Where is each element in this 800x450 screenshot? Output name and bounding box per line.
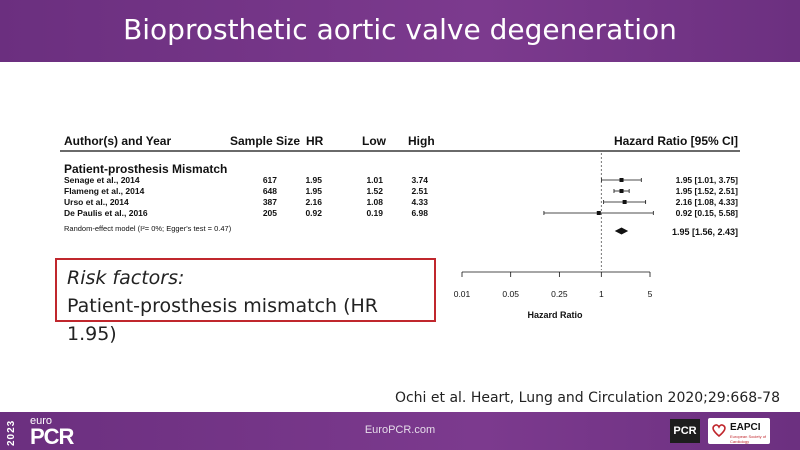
pcr-logo: PCR	[670, 419, 700, 443]
point-estimate	[619, 178, 624, 182]
col-sample: Sample Size	[230, 134, 300, 148]
row-author: Flameng et al., 2014	[64, 186, 145, 196]
row-high: 3.74	[411, 175, 428, 185]
eapci-label: EAPCI	[730, 422, 761, 433]
row-hr: 0.92	[305, 208, 322, 218]
row-low: 0.19	[366, 208, 383, 218]
row-low: 1.08	[366, 197, 383, 207]
row-ci: 2.16 [1.08, 4.33]	[676, 197, 739, 207]
col-ci: Hazard Ratio [95% CI]	[614, 134, 738, 148]
citation: Ochi et al. Heart, Lung and Circulation …	[394, 390, 780, 406]
callout-heading: Risk factors:	[67, 267, 185, 289]
point-estimate	[619, 189, 624, 193]
row-high: 4.33	[411, 197, 428, 207]
row-author: Urso et al., 2014	[64, 197, 129, 207]
eapci-sublabel: European Society of Cardiology	[730, 434, 767, 444]
row-sample: 387	[263, 197, 277, 207]
col-high: High	[408, 134, 435, 148]
risk-factor-callout: Risk factors: Patient-prosthesis mismatc…	[55, 258, 436, 345]
row-low: 1.01	[366, 175, 383, 185]
row-hr: 1.95	[305, 175, 322, 185]
tick-label: 1	[599, 289, 604, 299]
summary-diamond	[614, 227, 629, 235]
tick-label: 0.01	[454, 289, 471, 299]
row-author: De Paulis et al., 2016	[64, 208, 148, 218]
tick-label: 5	[648, 289, 653, 299]
row-high: 2.51	[411, 186, 428, 196]
eapci-logo: EAPCI European Society of Cardiology	[708, 418, 770, 444]
forest-plot: Author(s) and Year Sample Size HR Low Hi…	[60, 134, 740, 320]
row-sample: 617	[263, 175, 277, 185]
row-ci: 1.95 [1.01, 3.75]	[676, 175, 739, 185]
tick-label: 0.05	[502, 289, 519, 299]
row-ci: 0.92 [0.15, 5.58]	[676, 208, 739, 218]
tick-label: 0.25	[551, 289, 568, 299]
row-high: 6.98	[411, 208, 428, 218]
point-estimate	[596, 211, 601, 215]
row-sample: 205	[263, 208, 277, 218]
point-estimate	[622, 200, 627, 204]
row-hr: 2.16	[305, 197, 322, 207]
summary-label: Random-effect model (I²= 0%; Egger's tes…	[64, 224, 232, 233]
heart-icon	[712, 424, 726, 438]
row-hr: 1.95	[305, 186, 322, 196]
col-low: Low	[362, 134, 387, 148]
footer-bar: 2023 euro PCR EuroPCR.com PCR EAPCI Euro…	[0, 412, 800, 450]
row-low: 1.52	[366, 186, 383, 196]
row-sample: 648	[263, 186, 277, 196]
row-ci: 1.95 [1.52, 2.51]	[676, 186, 739, 196]
group-label: Patient-prosthesis Mismatch	[64, 162, 227, 176]
europcr-logo: PCR	[30, 424, 74, 449]
row-author: Senage et al., 2014	[64, 175, 140, 185]
footer-site-link[interactable]: EuroPCR.com	[364, 424, 436, 436]
callout-text: Patient-prosthesis mismatch (HR 1.95)	[67, 295, 379, 345]
col-hr: HR	[306, 134, 324, 148]
footer-euro: euro	[30, 415, 53, 427]
slide-title: Bioprosthetic aortic valve degeneration	[123, 13, 677, 46]
col-author: Author(s) and Year	[64, 134, 171, 148]
summary-ci: 1.95 [1.56, 2.43]	[672, 227, 738, 237]
title-bar: Bioprosthetic aortic valve degeneration	[0, 0, 800, 62]
axis-label: Hazard Ratio	[527, 310, 583, 320]
